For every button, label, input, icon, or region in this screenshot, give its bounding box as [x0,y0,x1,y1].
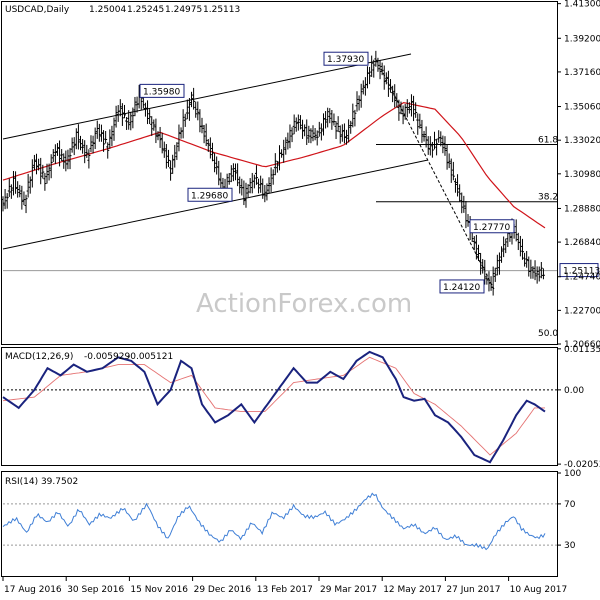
price-tick-label: 1.28880 [564,204,600,214]
rsi-panel: 100 70 30 [2,469,581,551]
date-tick-label: 17 Aug 2016 [4,585,62,595]
price-tick-label: 1.37160 [564,68,600,78]
price-annotation-box [469,219,515,234]
fib-level-label: 38.2 [538,193,558,203]
symbol-label: USDCAD,Daily [5,5,70,15]
current-price-box [559,263,599,278]
macd-tick-label: -0.020531 [564,460,600,470]
price-annotation-box [139,83,185,98]
rsi-line [2,492,546,551]
price-annotation-box [187,187,233,202]
ohlc-open: 1.25004 [89,5,126,15]
ohlc-low: 1.24975 [165,5,202,15]
date-tick-label: 12 May 2017 [383,585,442,595]
date-axis: 17 Aug 2016 30 Sep 2016 15 Nov 2016 29 Dec … [2,577,568,595]
date-tick-label: 29 Mar 2017 [320,585,377,595]
rsi-tick-label: 70 [564,500,576,510]
price-tick-label: 1.41300 [564,0,600,10]
price-annotation-label: 1.24120 [443,283,480,293]
macd-tick-label: 0.011355 [564,345,600,355]
ohlc-close: 1.25113 [203,5,240,15]
fib-level-label: 61.8 [538,135,558,145]
price-annotation-label: 1.27770 [473,223,510,233]
macd-line [2,350,546,464]
rsi-tick-label: 30 [564,541,576,551]
price-annotations: 1.35980 1.29680 1.37930 1.27770 1.24120 1.251… [139,51,600,294]
macd-signal-value: -0.005121 [127,352,173,362]
price-annotation-label: 1.37930 [327,55,364,65]
price-tick-label: 1.30980 [564,170,600,180]
date-tick-label: 15 Nov 2016 [130,585,188,595]
upper-channel-line [2,53,412,140]
price-tick-label: 1.20660 [564,340,600,350]
rsi-panel-frame [1,471,558,577]
fib-level-label: 50.0 [538,329,558,339]
date-tick-label: 27 Jun 2017 [446,585,500,595]
price-tick-label: 1.22700 [564,306,600,316]
price-axis: 1.41300 1.39200 1.37160 1.35060 1.33020 1.309… [557,0,600,350]
price-tick-label: 1.24740 [564,273,600,283]
date-tick-label: 10 Aug 2017 [510,585,568,595]
current-price-label: 1.25113 [563,267,600,277]
price-tick-label: 1.33020 [564,136,600,146]
macd-panel: 0.011355 0.00 -0.020531 [2,345,600,470]
watermark: ActionForex.com [196,289,412,319]
price-tick-label: 1.35060 [564,103,600,113]
price-annotation-label: 1.35980 [143,87,180,97]
macd-title: MACD(12,26,9) [5,352,73,362]
date-tick-label: 29 Dec 2016 [194,585,252,595]
price-annotation-label: 1.29680 [191,191,228,201]
price-tick-label: 1.39200 [564,34,600,44]
macd-value: -0.005929 [84,352,130,362]
price-tick-label: 1.26840 [564,238,600,248]
rsi-tick-label: 100 [564,469,581,479]
date-tick-label: 13 Feb 2017 [257,585,313,595]
price-bars [1,50,545,296]
ohlc-high: 1.25245 [127,5,164,15]
date-tick-label: 30 Sep 2016 [67,585,124,595]
price-annotation-box [439,279,485,294]
macd-panel-frame [1,347,558,466]
macd-tick-label: 0.00 [564,386,584,396]
lower-channel-line [2,159,429,250]
rsi-title: RSI(14) 39.7502 [5,477,78,487]
price-annotation-box [323,51,369,66]
price-panel-frame [1,1,558,345]
